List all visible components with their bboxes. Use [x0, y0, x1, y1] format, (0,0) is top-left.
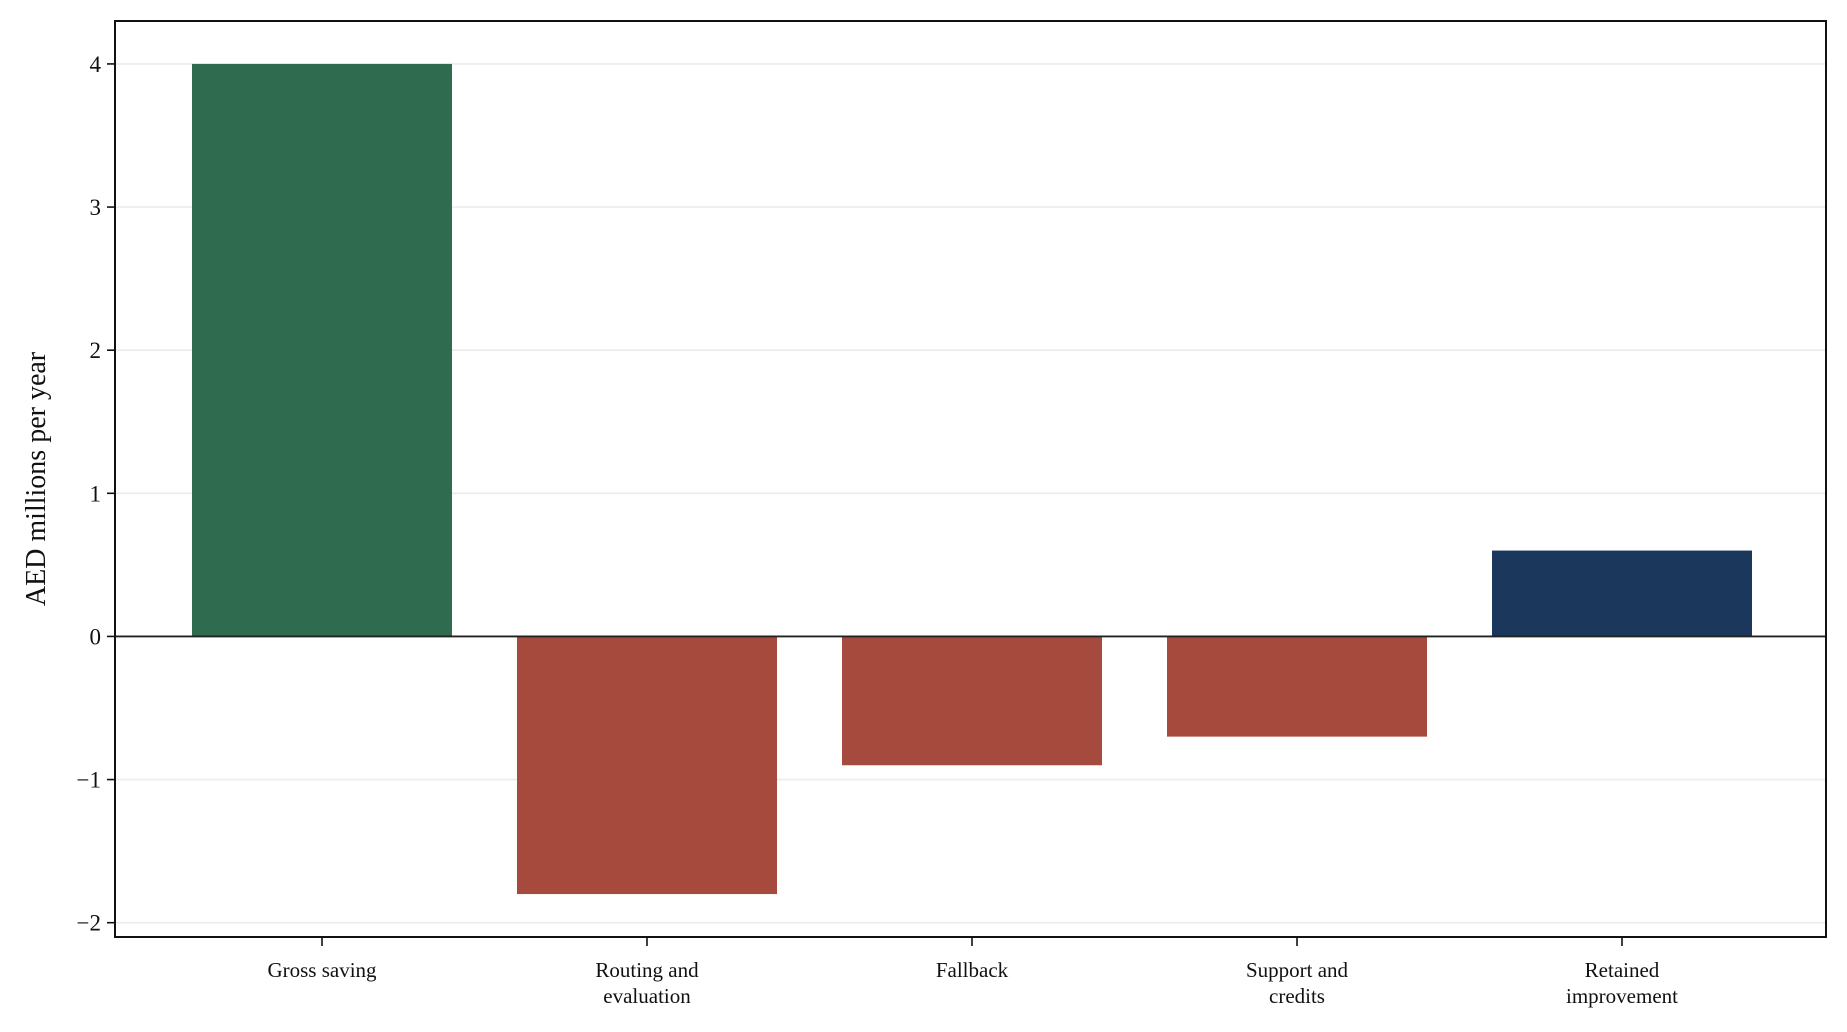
x-tick-label: Retained improvement	[1566, 958, 1678, 1008]
x-tick-label: Routing and evaluation	[595, 958, 699, 1008]
y-tick-label: 0	[90, 624, 102, 649]
x-axis: Gross saving Routing and evaluation Fallbac…	[267, 937, 1678, 1008]
bar	[517, 636, 777, 895]
x-tick-label: Gross saving	[267, 958, 377, 982]
x-tick-label: Support and credits	[1246, 958, 1349, 1008]
y-tick-label: 2	[90, 338, 102, 363]
y-axis-title: AED millions per year	[21, 351, 52, 606]
y-tick-label: 1	[90, 481, 102, 506]
y-tick-label: −1	[77, 768, 101, 793]
bar	[192, 63, 452, 637]
plot-frame	[114, 20, 1827, 938]
y-tick-label: 3	[90, 195, 102, 220]
bars	[192, 63, 1752, 895]
y-tick-label: 4	[90, 52, 102, 77]
bar	[1492, 550, 1752, 637]
y-axis: −2 −1 0 1 2 3 4	[77, 52, 115, 936]
y-tick-label: −2	[77, 911, 101, 936]
x-tick-label: Fallback	[936, 958, 1009, 982]
bar	[842, 636, 1102, 766]
bar	[1167, 636, 1427, 737]
